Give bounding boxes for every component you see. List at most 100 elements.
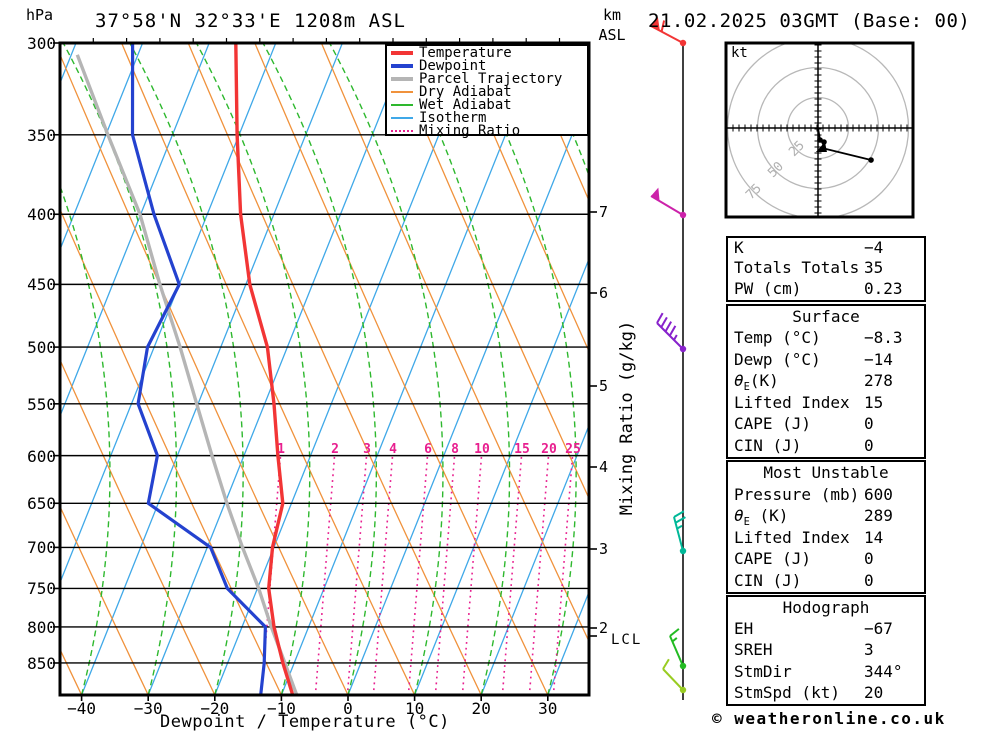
legend-item: Parcel Trajectory [387,70,587,87]
stats-row: CIN (J) 0 [728,570,924,592]
km-tick-label: 3 [599,540,609,558]
legend-label: Parcel Trajectory [419,70,563,87]
pressure-tick-label: 650 [27,494,56,514]
wind-barb [669,628,687,670]
stats-section: Surface Temp (°C) −8.3 Dewp (°C) −14 θE(K) 278… [726,304,926,459]
mixing-ratio-value-label: 4 [389,442,397,457]
legend-swatch-mixing-ratio [391,130,413,133]
mixing-ratio-value-label: 1 [277,442,285,457]
stats-label: CIN (J) [734,570,802,590]
legend-item: Isotherm [387,111,587,125]
stats-row: SREH 3 [728,639,924,660]
plot-background-lines [60,43,589,695]
mixing-ratio-value-label: 3 [363,442,371,457]
stats-value: 344° [864,661,903,681]
wind-barb [656,312,687,353]
legend-item: Dewpoint [387,57,587,74]
km-axis-unit-asl: ASL [598,26,626,44]
legend-label: Temperature [419,44,512,61]
mixing-ratio-value-label: 10 [474,442,490,457]
stats-row: PW (cm) 0.23 [728,279,924,299]
x-axis-title: Dewpoint / Temperature (°C) [160,712,450,732]
stats-value: 0.23 [864,278,903,298]
stats-section-header: Hodograph [782,598,870,617]
wind-barb [650,17,687,47]
page-title: 37°58'N 32°33'E 1208m ASL [95,10,406,32]
sounding-curves [75,43,299,695]
stats-value: 35 [864,258,884,278]
pressure-tick-label: 850 [27,653,56,673]
stats-row: θE(K) 278 [728,370,924,393]
stats-label: SREH [734,640,773,660]
stats-row: θE (K) 289 [728,505,924,528]
legend-label: Wet Adiabat [419,96,512,113]
pressure-tick-label: 300 [27,34,56,53]
stats-value: 0 [864,435,874,455]
pressure-tick-label: 400 [27,205,56,225]
legend-swatch-temperature [391,50,413,55]
stats-value: 15 [864,392,884,412]
km-tick-label: 7 [599,203,609,221]
temperature-curve [234,43,295,695]
stats-row: CAPE (J) 0 [728,413,924,434]
mixing-ratio-value-label: 25 [565,442,581,457]
stats-label: K [734,238,744,257]
pressure-tick-label: 750 [27,579,56,599]
stats-label: StmDir [734,661,792,681]
legend-label: Mixing Ratio [419,123,521,140]
stats-label: Temp (°C) [734,328,821,348]
copyright-label: © weatheronline.co.uk [712,709,946,728]
mixing-ratio-value-label: 8 [451,442,459,457]
legend-swatch-dry-adiabat [391,90,413,93]
plot-border [58,41,591,697]
km-axis-unit: km [602,6,622,24]
stats-value: 0 [864,549,874,568]
temperature-tick-label: −10 [266,699,296,718]
stats-value: −4 [864,238,884,257]
temperature-tick-label: 30 [538,699,558,718]
legend-label: Dry Adiabat [419,83,512,100]
legend-swatch-isotherm [391,117,413,120]
legend-item: Temperature [387,44,587,61]
pressure-tick-label: 350 [27,125,56,145]
stats-row: Dewp (°C) −14 [728,349,924,370]
stats-value: 3 [864,640,874,660]
stats-value: −14 [864,349,893,369]
wind-barb [650,187,687,219]
stats-row: K −4 [728,238,924,258]
stats-label: Lifted Index [734,392,850,412]
stats-label: θE (K) [734,506,789,529]
legend-swatch-wet-adiabat [391,103,413,106]
wind-barb [673,510,687,555]
stats-value: 600 [864,484,893,504]
temperature-tick-label: −20 [200,699,230,718]
temperature-tick-label: −30 [133,699,163,718]
stats-value: 289 [864,506,893,525]
legend-items: Temperature Dewpoint Parcel Trajectory Dry … [387,46,587,138]
stats-row: Totals Totals 35 [728,258,924,278]
stats-row: Lifted Index 14 [728,527,924,549]
pressure-tick-label: 450 [27,275,56,295]
stats-row: CIN (J) 0 [728,435,924,456]
pressure-tick-label: 800 [27,617,56,637]
mixing-ratio-axis-title: Mixing Ratio (g/kg) [617,320,637,516]
stats-section: K −4 Totals Totals 35 PW (cm) 0.23 [726,236,926,302]
stats-label: EH [734,619,754,639]
legend-label: Dewpoint [419,57,487,74]
stats-label: CAPE (J) [734,549,812,568]
pressure-tick-label: 600 [27,446,56,466]
stats-value: 278 [864,371,893,391]
temperature-tick-label: 20 [471,699,491,718]
stats-value: −8.3 [864,328,903,348]
hodograph-border [724,41,915,219]
lcl-label: LCL [611,632,643,648]
pressure-tick-label: 500 [27,338,56,358]
temperature-tick-label: 10 [404,699,425,718]
stats-label: Totals Totals [734,258,860,278]
km-tick-label: 2 [599,619,609,637]
stats-section-header: Most Unstable [763,463,889,482]
stats-row: EH −67 [728,618,924,639]
legend-swatch-parcel-trajectory [391,76,413,81]
stats-section-header: Surface [792,307,860,326]
mixing-ratio-value-label: 6 [424,442,432,457]
